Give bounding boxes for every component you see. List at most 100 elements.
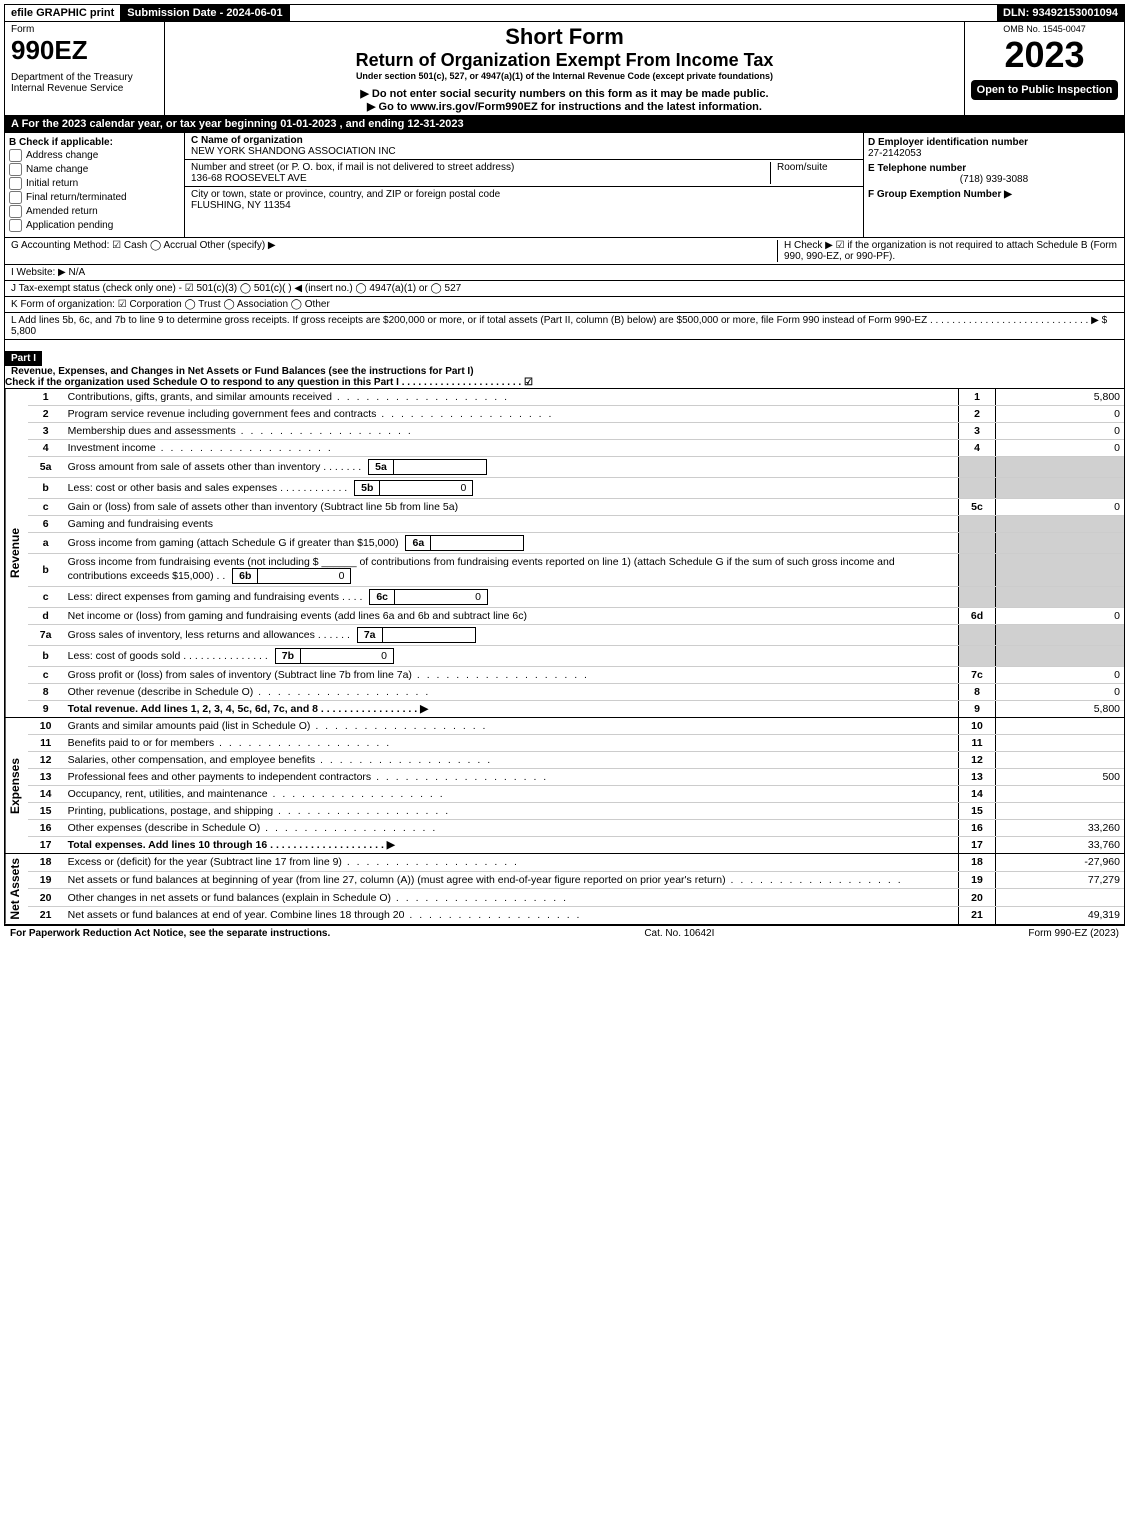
warn2: ▶ Go to www.irs.gov/Form990EZ for instru… xyxy=(171,100,958,113)
open-public: Open to Public Inspection xyxy=(971,80,1118,100)
sub-label: 6c xyxy=(370,590,395,604)
dept-text: Department of the Treasury Internal Reve… xyxy=(11,72,158,94)
expenses-section: Expenses 10Grants and similar amounts pa… xyxy=(4,718,1125,854)
line-6d: dNet income or (loss) from gaming and fu… xyxy=(28,608,1124,625)
line-10: 10Grants and similar amounts paid (list … xyxy=(28,718,1124,735)
netassets-section: Net Assets 18Excess or (deficit) for the… xyxy=(4,854,1125,925)
line-1: 1Contributions, gifts, grants, and simil… xyxy=(28,389,1124,406)
l-gross-receipts: L Add lines 5b, 6c, and 7b to line 9 to … xyxy=(4,313,1125,340)
line-desc: Gross income from gaming (attach Schedul… xyxy=(68,537,399,549)
g-accounting: G Accounting Method: ☑ Cash ◯ Accrual Ot… xyxy=(11,240,778,262)
tax-year: 2023 xyxy=(971,34,1118,76)
under-text: Under section 501(c), 527, or 4947(a)(1)… xyxy=(171,71,958,81)
sub-label: 7a xyxy=(358,628,383,642)
line-6c: cLess: direct expenses from gaming and f… xyxy=(28,587,1124,608)
box-b-c-d: B Check if applicable: Address change Na… xyxy=(4,133,1125,238)
part1-title: Revenue, Expenses, and Changes in Net As… xyxy=(5,366,533,388)
sub-amt xyxy=(383,628,475,642)
submission-date: Submission Date - 2024-06-01 xyxy=(121,5,289,21)
line-5a: 5a Gross amount from sale of assets other… xyxy=(28,457,1124,478)
sub-amt: 0 xyxy=(301,649,393,663)
ck-label: Application pending xyxy=(26,220,113,231)
netassets-label: Net Assets xyxy=(5,854,28,924)
line-16: 16Other expenses (describe in Schedule O… xyxy=(28,820,1124,837)
e-label: E Telephone number xyxy=(868,163,1120,174)
sub-amt: 0 xyxy=(380,481,472,495)
ck-label: Final return/terminated xyxy=(26,192,127,203)
h-check: H Check ▶ ☑ if the organization is not r… xyxy=(778,240,1118,262)
c-street-label: Number and street (or P. O. box, if mail… xyxy=(191,162,514,173)
line-11: 11Benefits paid to or for members11 xyxy=(28,735,1124,752)
line-desc: Gross amount from sale of assets other t… xyxy=(68,461,321,473)
sub-label: 6b xyxy=(233,569,258,583)
efile-link[interactable]: efile GRAPHIC print xyxy=(5,5,121,21)
line-7a: 7a Gross sales of inventory, less returns… xyxy=(28,625,1124,646)
i-website: I Website: ▶ N/A xyxy=(4,265,1125,281)
sub-label: 5b xyxy=(355,481,380,495)
revenue-label: Revenue xyxy=(5,389,28,717)
part1-header-row: Part I Revenue, Expenses, and Changes in… xyxy=(4,340,1125,389)
line-4: 4Investment income40 xyxy=(28,440,1124,457)
line-3: 3Membership dues and assessments30 xyxy=(28,423,1124,440)
sub-amt xyxy=(394,460,486,474)
line-6: 6Gaming and fundraising events xyxy=(28,516,1124,533)
line-7b: bLess: cost of goods sold . . . . . . . … xyxy=(28,646,1124,667)
expenses-table: 10Grants and similar amounts paid (list … xyxy=(28,718,1124,853)
omb: OMB No. 1545-0047 xyxy=(971,24,1118,34)
ein: 27-2142053 xyxy=(868,148,1120,159)
ck-amended[interactable] xyxy=(9,205,22,218)
line-18: 18Excess or (deficit) for the year (Subt… xyxy=(28,854,1124,871)
line-17: 17Total expenses. Add lines 10 through 1… xyxy=(28,837,1124,854)
footer-left: For Paperwork Reduction Act Notice, see … xyxy=(10,928,330,939)
sub-amt: 0 xyxy=(258,569,350,583)
line-desc: Less: cost or other basis and sales expe… xyxy=(68,482,278,494)
footer-center: Cat. No. 10642I xyxy=(644,928,714,939)
ck-address-change[interactable] xyxy=(9,149,22,162)
phone: (718) 939-3088 xyxy=(868,174,1120,185)
subtitle: Return of Organization Exempt From Incom… xyxy=(171,50,958,71)
form-word: Form xyxy=(11,24,158,35)
line-21: 21Net assets or fund balances at end of … xyxy=(28,906,1124,923)
line-20: 20Other changes in net assets or fund ba… xyxy=(28,889,1124,907)
sub-label: 5a xyxy=(369,460,394,474)
line-9: 9Total revenue. Add lines 1, 2, 3, 4, 5c… xyxy=(28,701,1124,718)
sub-amt: 0 xyxy=(395,590,487,604)
line-19: 19Net assets or fund balances at beginni… xyxy=(28,871,1124,889)
line-15: 15Printing, publications, postage, and s… xyxy=(28,803,1124,820)
netassets-table: 18Excess or (deficit) for the year (Subt… xyxy=(28,854,1124,924)
line-desc: Gross sales of inventory, less returns a… xyxy=(68,629,315,641)
ck-pending[interactable] xyxy=(9,219,22,232)
dln: DLN: 93492153001094 xyxy=(997,5,1124,21)
ck-final-return[interactable] xyxy=(9,191,22,204)
j-status: J Tax-exempt status (check only one) - ☑… xyxy=(4,281,1125,297)
warn1: ▶ Do not enter social security numbers o… xyxy=(171,87,958,100)
line-5b: bLess: cost or other basis and sales exp… xyxy=(28,478,1124,499)
line-6a: aGross income from gaming (attach Schedu… xyxy=(28,533,1124,554)
ck-label: Name change xyxy=(26,164,88,175)
ck-label: Amended return xyxy=(26,206,98,217)
sub-label: 7b xyxy=(276,649,301,663)
line-5c: cGain or (loss) from sale of assets othe… xyxy=(28,499,1124,516)
form-code: 990EZ xyxy=(11,35,158,66)
f-label: F Group Exemption Number ▶ xyxy=(868,189,1120,200)
ck-name-change[interactable] xyxy=(9,163,22,176)
ck-label: Initial return xyxy=(26,178,78,189)
line-desc: Gross income from fundraising events (no… xyxy=(68,556,895,582)
org-street: 136-68 ROOSEVELT AVE xyxy=(191,173,307,184)
line-6b: bGross income from fundraising events (n… xyxy=(28,554,1124,587)
expenses-label: Expenses xyxy=(5,718,28,853)
org-name: NEW YORK SHANDONG ASSOCIATION INC xyxy=(191,146,396,157)
b-label: B Check if applicable: xyxy=(9,137,180,148)
top-bar: efile GRAPHIC print Submission Date - 20… xyxy=(4,4,1125,22)
line-8: 8Other revenue (describe in Schedule O)8… xyxy=(28,684,1124,701)
line-13: 13Professional fees and other payments t… xyxy=(28,769,1124,786)
sub-label: 6a xyxy=(406,536,431,550)
line-2: 2Program service revenue including gover… xyxy=(28,406,1124,423)
ck-label: Address change xyxy=(26,150,98,161)
line-7c: cGross profit or (loss) from sales of in… xyxy=(28,667,1124,684)
form-header: Form 990EZ Department of the Treasury In… xyxy=(4,22,1125,116)
ck-initial-return[interactable] xyxy=(9,177,22,190)
line-14: 14Occupancy, rent, utilities, and mainte… xyxy=(28,786,1124,803)
k-org-form: K Form of organization: ☑ Corporation ◯ … xyxy=(4,297,1125,313)
revenue-table: 1Contributions, gifts, grants, and simil… xyxy=(28,389,1124,717)
